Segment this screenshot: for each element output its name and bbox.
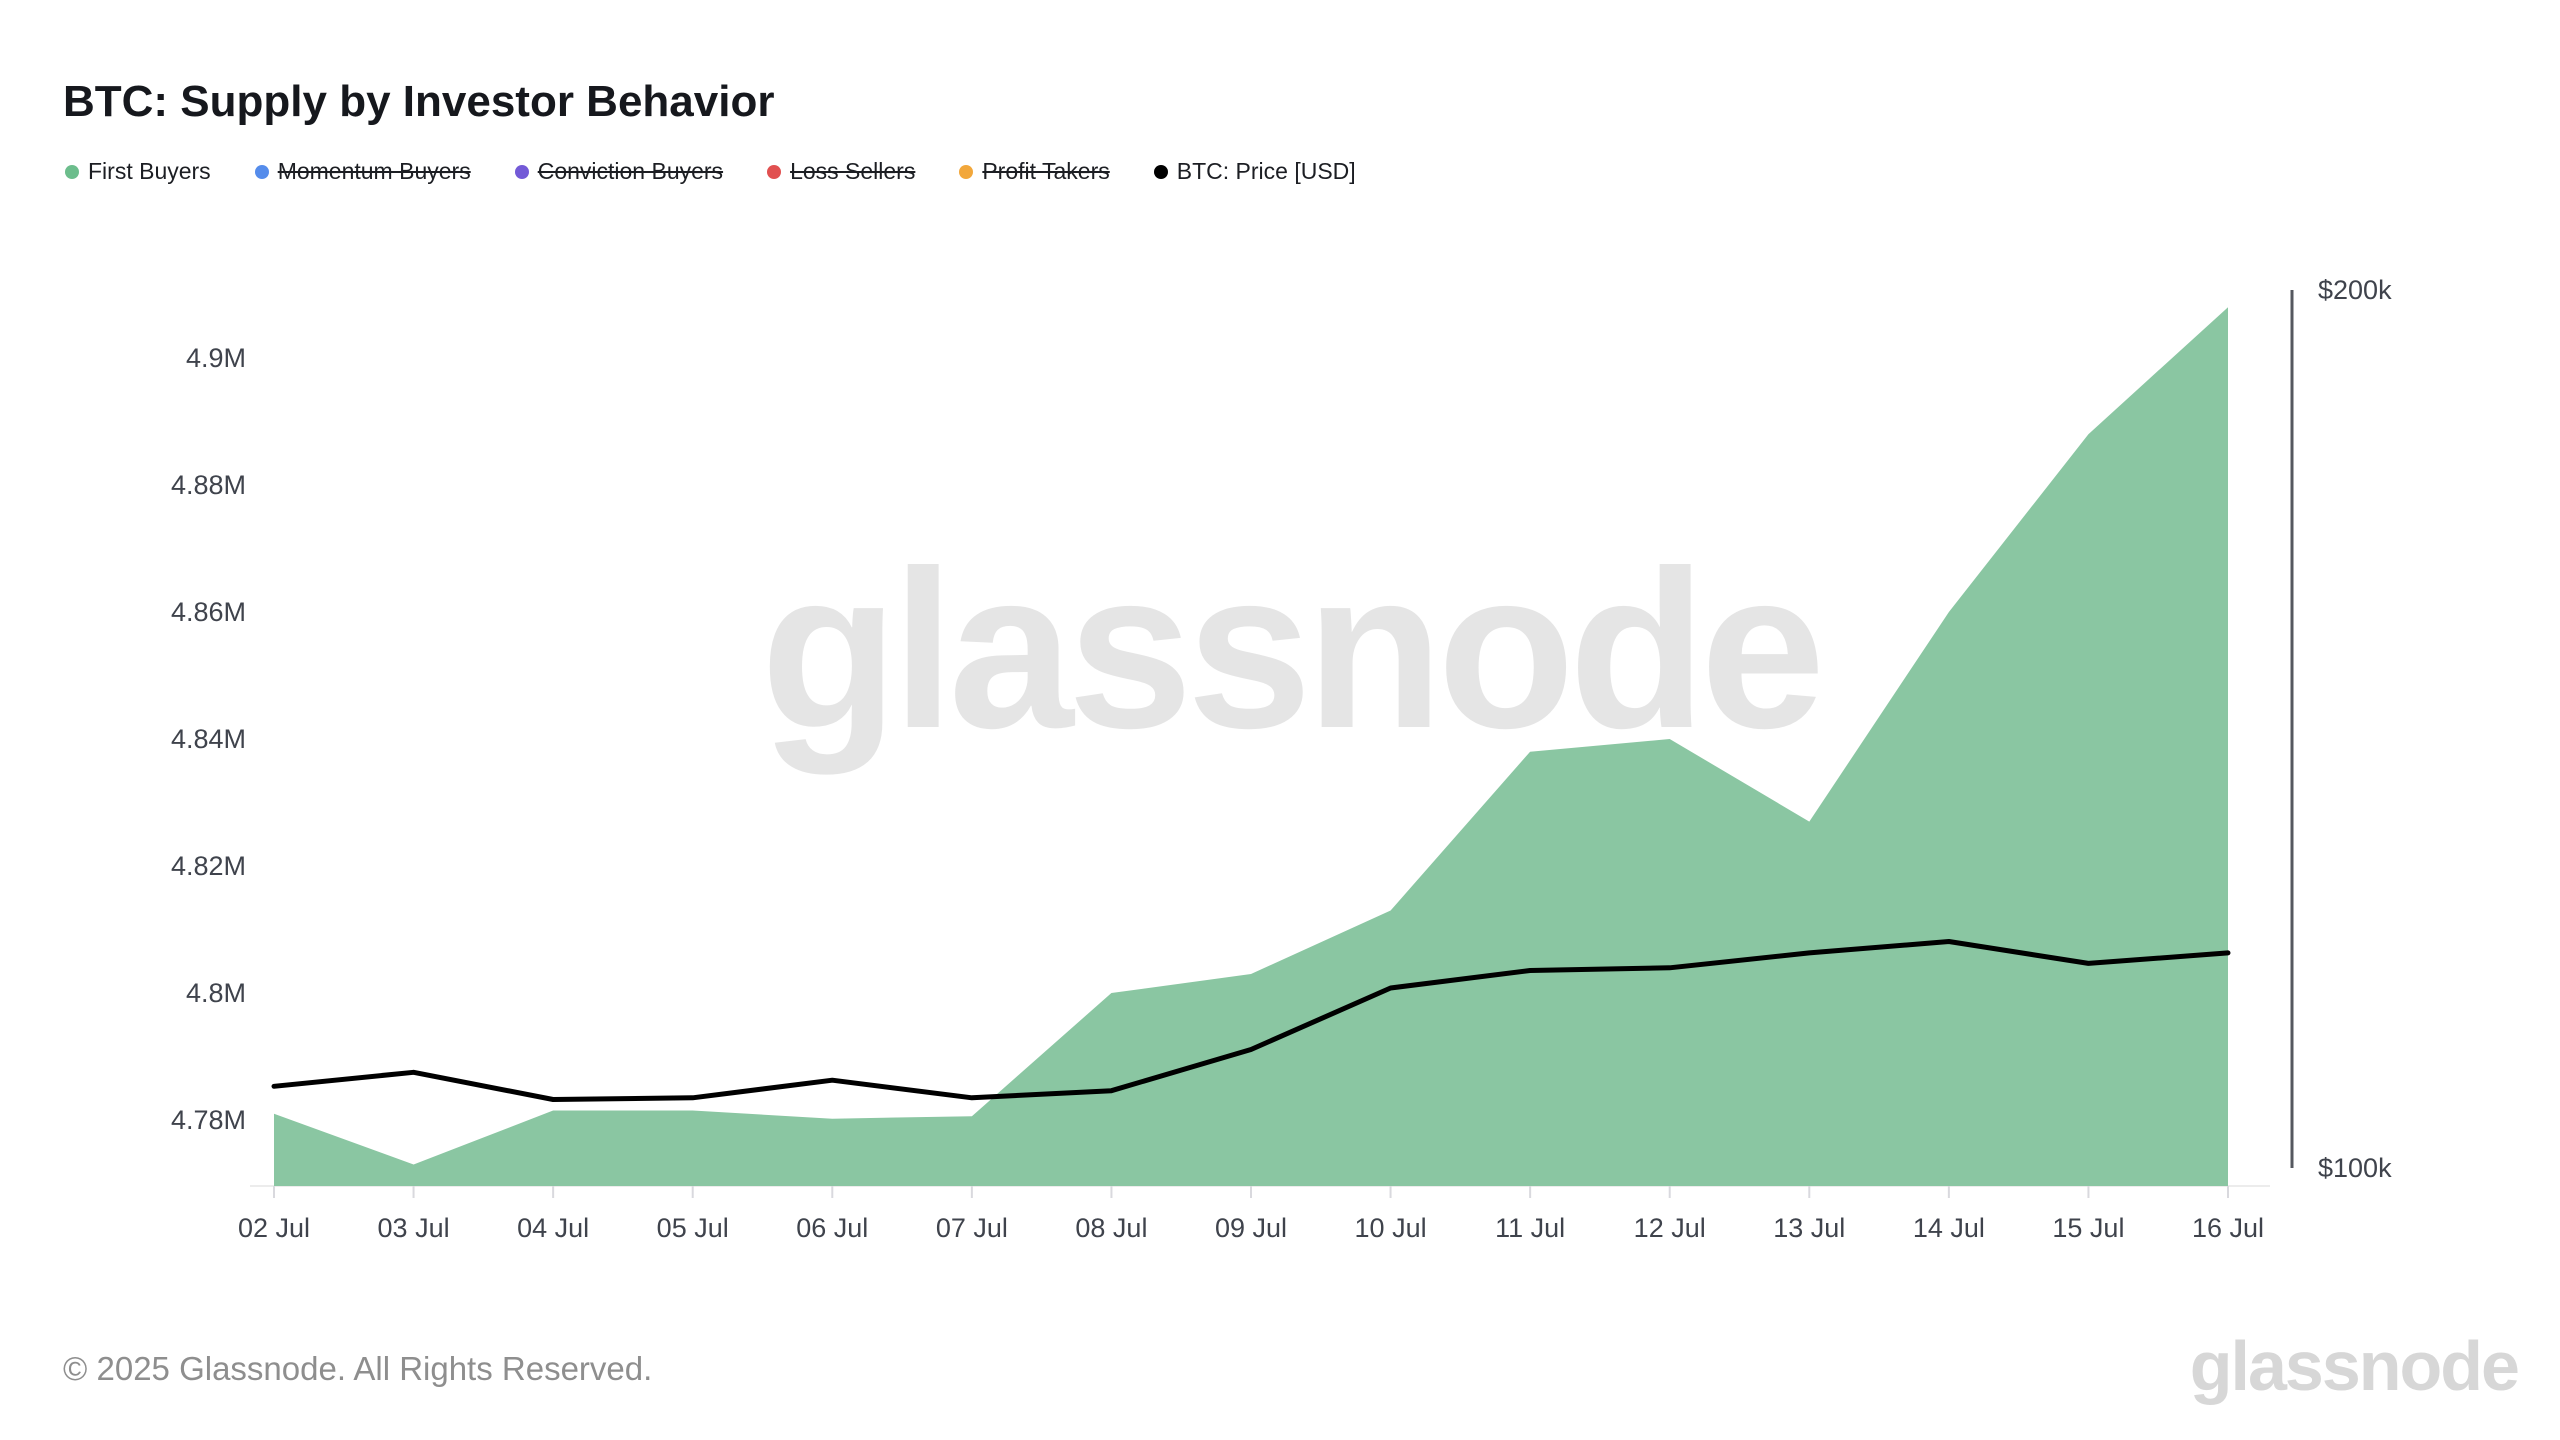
x-axis-tick-label: 14 Jul <box>1912 1213 1985 1243</box>
legend-color-dot <box>767 164 782 179</box>
legend-color-dot <box>959 164 974 179</box>
x-axis-tick-label: 11 Jul <box>1495 1213 1566 1243</box>
legend-item-label: Loss Sellers <box>790 158 916 184</box>
legend-item-profit-takers[interactable]: Profit Takers <box>959 158 1110 185</box>
x-axis-tick-label: 10 Jul <box>1354 1213 1427 1243</box>
legend-color-dot <box>65 164 79 179</box>
legend-item-conviction-buyers[interactable]: Conviction Buyers <box>514 158 724 185</box>
x-axis-tick-label: 13 Jul <box>1773 1213 1846 1243</box>
x-axis-tick-label: 04 Jul <box>517 1213 590 1243</box>
x-axis-tick-label: 07 Jul <box>935 1213 1008 1243</box>
right-axis-tick-label: $100k <box>2318 1153 2392 1183</box>
chart-title: BTC: Supply by Investor Behavior <box>63 77 775 127</box>
legend-color-dot <box>254 164 269 179</box>
x-axis-tick-label: 08 Jul <box>1075 1213 1148 1243</box>
y-axis-tick-label: 4.8M <box>185 978 246 1008</box>
y-axis-tick-label: 4.84M <box>170 724 246 754</box>
legend-color-dot <box>514 164 529 179</box>
y-axis-tick-label: 4.86M <box>170 597 246 627</box>
y-axis-tick-label: 4.78M <box>170 1105 246 1135</box>
x-axis-tick-label: 03 Jul <box>377 1213 450 1243</box>
first-buyers-area[interactable] <box>274 307 2228 1186</box>
x-axis-tick-label: 06 Jul <box>796 1213 869 1243</box>
x-axis-tick-label: 02 Jul <box>237 1213 311 1243</box>
legend-item-label: Momentum Buyers <box>277 158 471 184</box>
legend-item-label: First Buyers <box>88 158 211 184</box>
btc-price-line[interactable] <box>271 939 2231 1102</box>
legend: First Buyers Momentum Buyers Conviction Bu… <box>65 158 1356 185</box>
right-axis-tick-label: $200k <box>2318 275 2392 305</box>
legend-item-label: BTC: Price [USD] <box>1176 158 1356 184</box>
legend-item-loss-sellers[interactable]: Loss Sellers <box>767 158 915 185</box>
legend-item-first-buyers[interactable]: First Buyers <box>65 158 211 185</box>
legend-item-momentum-buyers[interactable]: Momentum Buyers <box>254 158 471 185</box>
x-axis-tick-label: 16 Jul <box>2191 1213 2265 1243</box>
y-axis-tick-label: 4.9M <box>185 343 246 373</box>
legend-color-dot <box>1153 164 1168 179</box>
x-axis-tick-label: 05 Jul <box>656 1213 729 1243</box>
legend-item-label: Conviction Buyers <box>537 158 724 184</box>
x-axis-tick-label: 09 Jul <box>1214 1213 1288 1243</box>
legend-item-btc-price-usd[interactable]: BTC: Price [USD] <box>1153 158 1356 185</box>
x-axis-tick-label: 12 Jul <box>1633 1213 1706 1243</box>
copyright-text: © 2025 Glassnode. All Rights Reserved. <box>63 1350 653 1387</box>
y-axis-tick-label: 4.82M <box>170 851 246 881</box>
x-axis-tick-label: 15 Jul <box>2052 1213 2125 1243</box>
glassnode-logo: glassnode <box>2189 1327 2520 1405</box>
legend-item-label: Profit Takers <box>982 158 1110 184</box>
y-axis-tick-label: 4.88M <box>170 470 246 500</box>
